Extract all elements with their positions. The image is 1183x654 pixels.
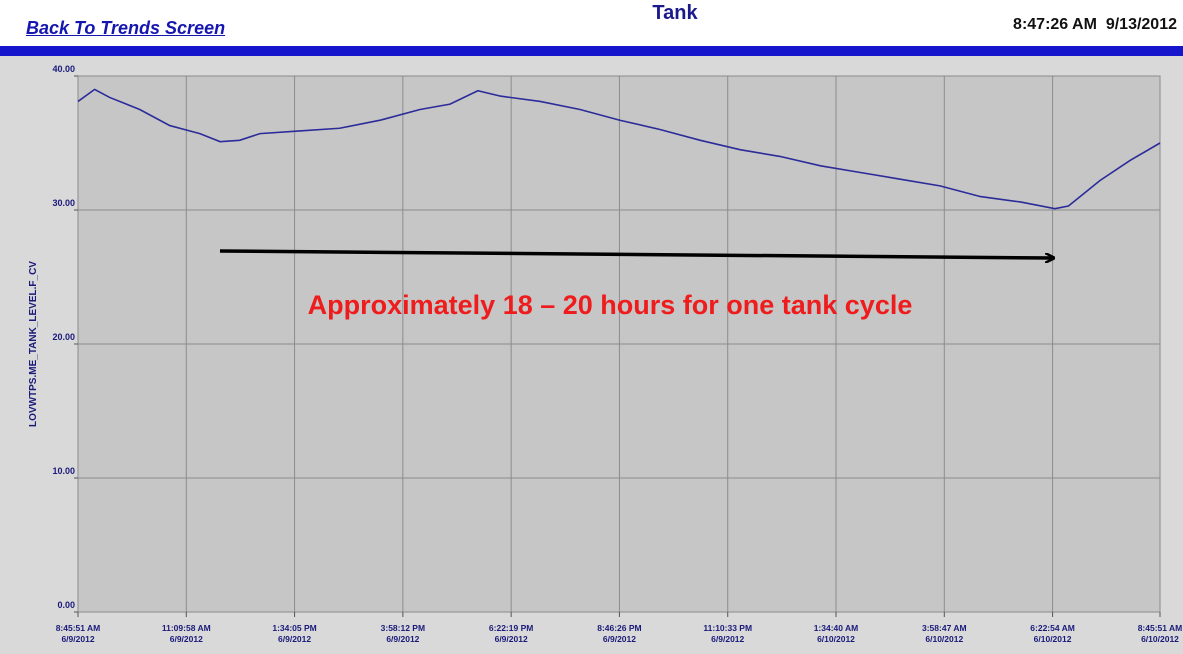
x-tick-label: 8:46:26 PM 6/9/2012 [597, 623, 642, 644]
y-tick-label: 20.00 [52, 332, 75, 342]
annotation-arrow [219, 249, 1053, 258]
x-tick-label: 11:09:58 AM 6/9/2012 [161, 623, 211, 644]
x-tick-label: 6:22:54 AM 6/10/2012 [1030, 623, 1075, 644]
clock: 8:47:26 AM 9/13/2012 [1013, 16, 1177, 33]
x-tick-label: 6:22:19 PM 6/9/2012 [488, 623, 534, 644]
x-tick-label: 3:58:47 AM 6/10/2012 [922, 623, 967, 644]
y-tick-label: 0.00 [57, 600, 75, 610]
x-tick-label: 8:45:51 AM 6/10/2012 [1137, 623, 1183, 644]
x-tick-label: 11:10:33 PM 6/9/2012 [703, 623, 753, 644]
y-tick-label: 40.00 [52, 64, 75, 74]
y-axis-label: LOVWTPS.ME_TANK_LEVEL.F_CV [28, 261, 39, 427]
header-bar [0, 46, 1183, 56]
y-tick-label: 10.00 [52, 466, 75, 476]
x-tick-label: 1:34:40 AM 6/10/2012 [813, 623, 859, 644]
annotation: Approximately 18 – 20 hours for one tank… [308, 290, 913, 320]
y-tick-label: 30.00 [52, 198, 75, 208]
screen-title: Tank [652, 2, 698, 24]
x-tick-label: 1:34:05 PM 6/9/2012 [272, 623, 317, 644]
x-tick-label: 3:58:12 PM 6/9/2012 [380, 623, 426, 644]
x-tick-label: 8:45:51 AM 6/9/2012 [55, 623, 101, 644]
trend-line [77, 88, 1161, 210]
back-link[interactable]: Back To Trends Screen [26, 18, 226, 38]
